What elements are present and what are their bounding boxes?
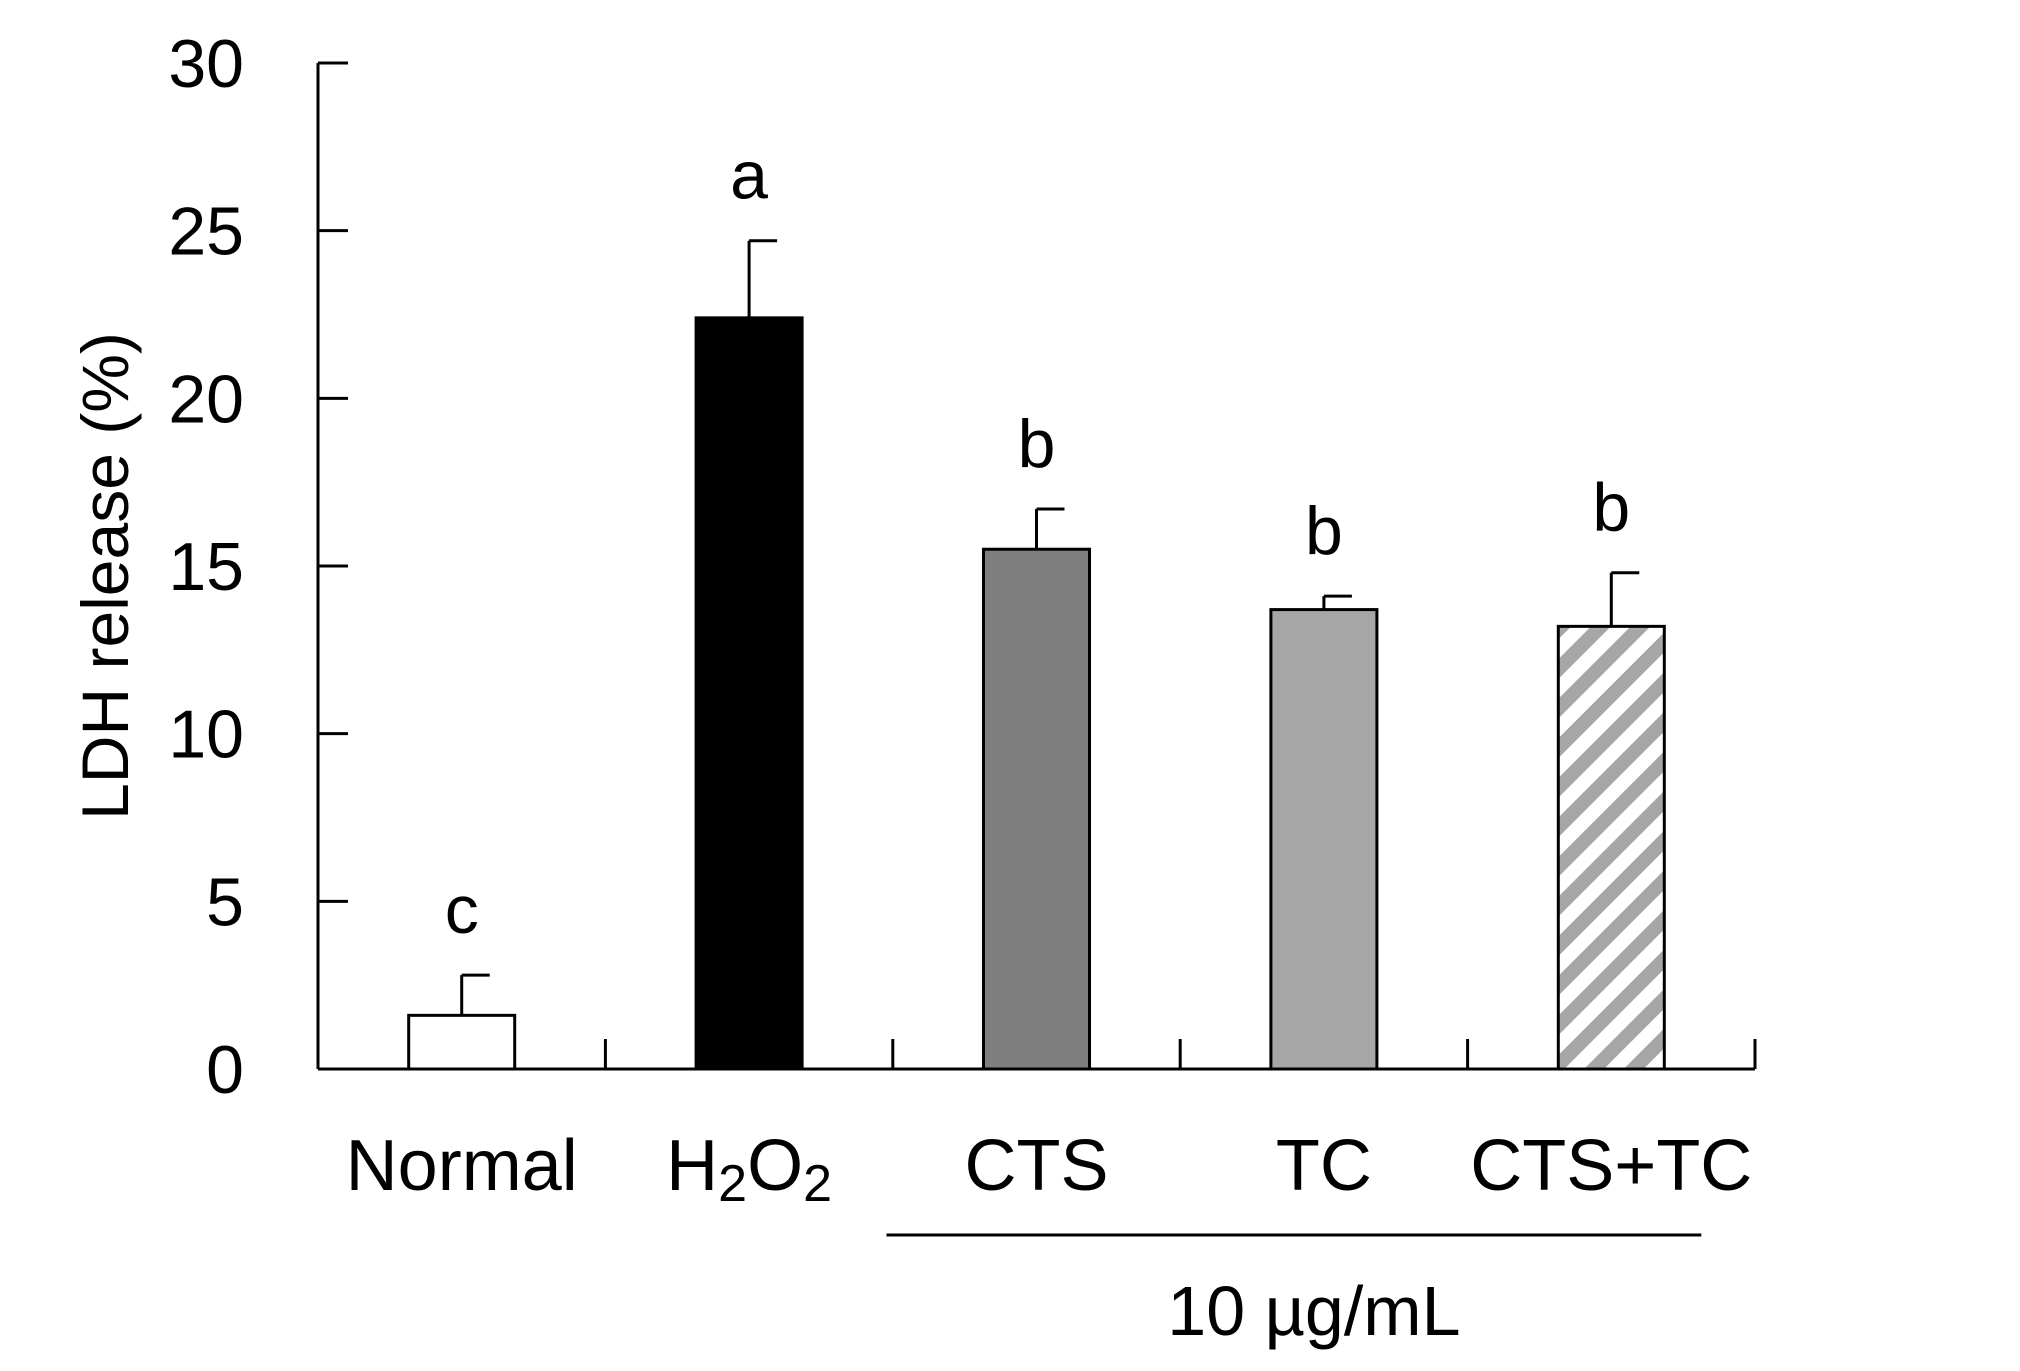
group-label: 10 µg/mL [1167,1272,1460,1350]
category-label-cts-tc: CTS+TC [1470,1126,1752,1206]
y-tick-label: 5 [206,864,244,940]
y-tick-label: 10 [168,697,244,773]
category-label-normal: Normal [346,1126,578,1206]
bar-cts [982,547,1091,1071]
significance-label-cts: b [1018,406,1056,482]
y-tick-label: 25 [168,194,244,270]
category-label-tc: TC [1276,1126,1372,1206]
significance-label-h2o2: a [730,138,768,214]
bar-cts-tc [1556,624,1666,1071]
significance-label-cts-tc: b [1592,470,1630,546]
significance-label-normal: c [445,872,479,948]
bar-tc [1269,608,1379,1071]
y-tick-label: 15 [168,529,244,605]
bar-h2o2 [694,316,804,1071]
y-tick-label: 20 [168,361,244,437]
y-tick-label: 30 [168,26,244,102]
significance-label-tc: b [1305,493,1343,569]
y-axis-title: LDH release (%) [68,332,142,820]
category-label-h2o2: H2O2 [666,1126,832,1213]
bar-normal [407,1013,517,1071]
y-tick-label: 0 [206,1032,244,1108]
category-label-cts: CTS [965,1126,1109,1206]
